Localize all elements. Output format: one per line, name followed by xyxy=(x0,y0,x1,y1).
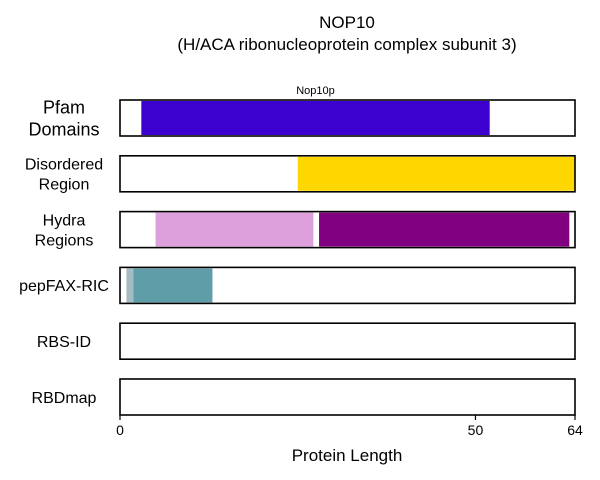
track-label: RBDmap xyxy=(32,390,97,407)
x-tick-label: 0 xyxy=(116,422,124,438)
x-tick-label: 50 xyxy=(468,422,484,438)
track-label: Regions xyxy=(35,232,94,249)
track-label: Hydra xyxy=(43,212,86,229)
track-label: Pfam xyxy=(43,97,85,117)
track-frame xyxy=(119,266,576,305)
track-3: pepFAX-RIC xyxy=(19,266,576,305)
chart-subtitle: (H/ACA ribonucleoprotein complex subunit… xyxy=(177,35,516,54)
track-label: Disordered xyxy=(25,157,103,174)
track-4: RBS-ID xyxy=(37,322,576,361)
track-frame xyxy=(119,378,576,416)
segment-bar xyxy=(126,268,134,303)
track-label: pepFAX-RIC xyxy=(19,278,109,295)
x-axis: 0 50 64 xyxy=(116,415,583,438)
track-1: Disordered Region xyxy=(25,155,576,194)
track-label: RBS-ID xyxy=(37,334,91,351)
segment-bar xyxy=(319,212,570,247)
track-label: Domains xyxy=(28,119,99,139)
segment-label: Nop10p xyxy=(296,85,335,97)
segment-bar xyxy=(297,156,575,191)
chart-title: NOP10 xyxy=(319,13,375,32)
track-label: Region xyxy=(39,177,90,194)
segment-bar xyxy=(141,101,490,135)
track-frame xyxy=(119,322,576,361)
x-tick-label: 64 xyxy=(567,422,583,438)
x-axis-label: Protein Length xyxy=(292,446,403,465)
track-frame xyxy=(119,210,576,249)
track-frame xyxy=(119,155,576,193)
segment-bar xyxy=(155,212,314,247)
track-2: Hydra Regions xyxy=(35,210,576,249)
segment-bar xyxy=(133,268,213,303)
track-5: RBDmap xyxy=(32,378,576,416)
track-frame xyxy=(119,99,576,137)
